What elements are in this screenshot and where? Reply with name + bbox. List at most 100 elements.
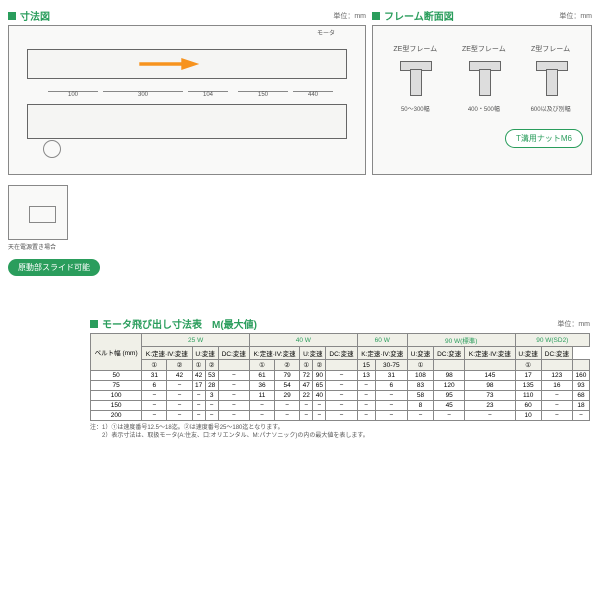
data-cell: − [142, 401, 167, 411]
conveyor-top-view: 100 300 104 150 440 [27, 104, 347, 139]
data-cell: − [326, 401, 357, 411]
data-cell: − [375, 391, 407, 401]
circle-header: ② [275, 360, 300, 371]
data-cell: 47 [300, 381, 313, 391]
frame-shape-icon [395, 59, 435, 99]
note-line: 注：1）①は速度番号12.5〜18迄。②は速度番号25〜180迄となります。 [90, 425, 590, 433]
motor-table-title: モータ飛び出し寸法表 M(最大値) [102, 316, 257, 331]
data-cell: 31 [142, 371, 167, 381]
data-cell: 120 [434, 381, 465, 391]
data-cell: 16 [541, 381, 572, 391]
wattage-header: 40 W [249, 334, 357, 347]
data-cell: − [375, 401, 407, 411]
data-cell: − [218, 391, 249, 401]
data-cell: 65 [313, 381, 326, 391]
data-cell: − [407, 411, 433, 421]
data-cell: 135 [515, 381, 541, 391]
data-cell: 123 [541, 371, 572, 381]
motor-table-header: モータ飛び出し寸法表 M(最大値) 単位：mm [90, 316, 590, 331]
data-cell: − [465, 411, 515, 421]
data-cell: 160 [572, 371, 589, 381]
data-cell: − [357, 401, 375, 411]
data-cell: − [192, 411, 205, 421]
frame-label: ZE型フレーム [462, 44, 506, 54]
circle-header [541, 360, 572, 371]
data-cell: 93 [572, 381, 589, 391]
data-cell: − [167, 401, 192, 411]
data-cell: 6 [142, 381, 167, 391]
data-cell: 42 [192, 371, 205, 381]
table-row: 100−−−3−11292240−−−589573110−68 [91, 391, 590, 401]
data-cell: 90 [313, 371, 326, 381]
dim-label: 440 [293, 91, 333, 98]
dim-label: 150 [238, 91, 288, 98]
circle-header [326, 360, 357, 371]
frame-caption: 50～300幅 [393, 104, 437, 113]
data-cell: 73 [465, 391, 515, 401]
data-cell: 58 [407, 391, 433, 401]
data-cell: 45 [434, 401, 465, 411]
circle-header [572, 360, 589, 371]
data-cell: − [192, 391, 205, 401]
data-cell: − [300, 411, 313, 421]
frame-item: Z型フレーム 600以及び別幅 [531, 44, 571, 113]
data-cell: 145 [465, 371, 515, 381]
circle-header: ① [142, 360, 167, 371]
data-cell: − [357, 391, 375, 401]
data-cell: 40 [313, 391, 326, 401]
belt-width-cell: 150 [91, 401, 142, 411]
circle-header: 30-75 [375, 360, 407, 371]
dim-label: 104 [188, 91, 228, 98]
dim-label: 100 [48, 91, 98, 98]
belt-width-cell: 50 [91, 371, 142, 381]
data-cell: 28 [205, 381, 218, 391]
frame-cross-title: フレーム断面図 [384, 8, 454, 23]
belt-width-cell: 100 [91, 391, 142, 401]
data-cell: 6 [375, 381, 407, 391]
data-cell: 18 [572, 401, 589, 411]
frame-cross-diagram: ZE型フレーム 50～300幅 ZE型フレーム 400・500幅 Z型フレーム … [372, 25, 592, 175]
small-box-label: 天在電源置き場合 [8, 242, 100, 251]
diameter-note-icon [43, 140, 61, 158]
circle-header [434, 360, 465, 371]
sub-header: K:定速·IV:変速 [142, 347, 192, 360]
data-cell: 10 [515, 411, 541, 421]
motor-table-unit: 単位：mm [557, 319, 590, 329]
data-cell: 108 [407, 371, 433, 381]
motor-table: ベルト幅 (mm) 25 W 40 W 60 W 90 W(標準) 90 W(S… [90, 333, 590, 421]
data-cell: 79 [275, 371, 300, 381]
data-cell: 53 [205, 371, 218, 381]
data-cell: − [218, 381, 249, 391]
sub-header: K:定速·IV:変速 [249, 347, 299, 360]
frame-caption: 400・500幅 [462, 104, 506, 113]
data-cell: − [326, 391, 357, 401]
frame-caption: 600以及び別幅 [531, 104, 571, 113]
sub-header: DC:変速 [218, 347, 249, 360]
sub-header: DC:変速 [326, 347, 357, 360]
data-cell: − [275, 411, 300, 421]
data-cell: − [167, 381, 192, 391]
direction-arrow-icon [139, 58, 199, 70]
table-notes: 注：1）①は速度番号12.5〜18迄。②は速度番号25〜180迄となります。 2… [90, 425, 590, 441]
data-cell: 54 [275, 381, 300, 391]
circle-header: ① [300, 360, 313, 371]
frame-cross-unit: 単位：mm [559, 11, 592, 21]
data-cell: − [375, 411, 407, 421]
frame-cross-header: フレーム断面図 単位：mm [372, 8, 592, 23]
data-cell: 72 [300, 371, 313, 381]
frame-shape-icon [464, 59, 504, 99]
dimensions-header: 寸法図 単位：mm [8, 8, 366, 23]
data-cell: 17 [192, 381, 205, 391]
data-cell: 23 [465, 401, 515, 411]
circle-header: ① [249, 360, 274, 371]
data-cell: 68 [572, 391, 589, 401]
data-cell: 60 [515, 401, 541, 411]
data-cell: − [326, 371, 357, 381]
note-line: 2）表示寸法は、取扱モータ(A:住友、口:オリエンタル、M:パナソニック)の内の… [90, 433, 590, 441]
frame-label: Z型フレーム [531, 44, 571, 54]
data-cell: 42 [167, 371, 192, 381]
section-square-icon [372, 12, 380, 20]
data-cell: − [357, 411, 375, 421]
sub-header: K:定速·IV:変速 [357, 347, 407, 360]
data-cell: − [205, 411, 218, 421]
